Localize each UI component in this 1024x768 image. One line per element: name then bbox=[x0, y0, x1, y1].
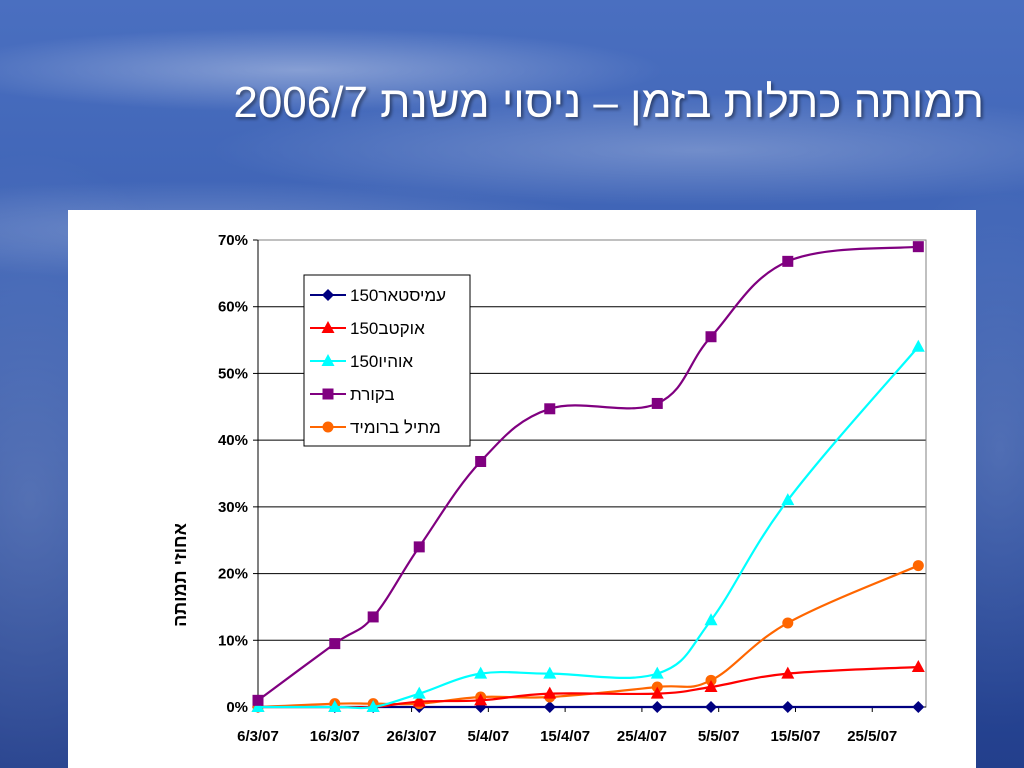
x-tick-label: 15/5/07 bbox=[770, 728, 820, 745]
x-tick-label: 26/3/07 bbox=[387, 728, 437, 745]
data-point bbox=[781, 666, 795, 679]
slide-title: תמותה כתלות בזמן – ניסוי משנת 2006/7 bbox=[233, 78, 984, 127]
y-tick-label: 70% bbox=[218, 232, 248, 249]
chart-panel: 0% 10% 20% 30% 40% 50% 60% 70% 6/3/07 16/3/07 26/… bbox=[68, 210, 976, 768]
data-point bbox=[781, 701, 794, 713]
data-point bbox=[413, 541, 425, 553]
legend-item: בקורת bbox=[310, 385, 395, 404]
data-point bbox=[705, 331, 717, 343]
data-point bbox=[650, 686, 664, 699]
data-point bbox=[651, 701, 664, 713]
y-tick-label: 20% bbox=[218, 566, 248, 583]
legend-item: עמיסטאר150 bbox=[310, 286, 446, 305]
legend-item: אוהיו150 bbox=[310, 352, 413, 371]
x-tick-labels: 6/3/07 16/3/07 26/3/07 5/4/07 15/4/07 25/4/07… bbox=[237, 728, 897, 745]
data-point bbox=[705, 701, 718, 713]
legend-marker bbox=[322, 421, 334, 433]
legend-label: בקורת bbox=[350, 385, 395, 404]
data-point bbox=[474, 666, 488, 679]
data-point bbox=[543, 686, 557, 699]
legend: עמיסטאר150 אוקטב150 אוהיו150 בקורת מתיל ברומ… bbox=[303, 274, 471, 447]
mortality-line-chart: 0% 10% 20% 30% 40% 50% 60% 70% 6/3/07 16/3/07 26/… bbox=[170, 232, 927, 745]
data-point bbox=[782, 617, 794, 629]
data-point bbox=[474, 693, 488, 706]
x-tick-label: 5/4/07 bbox=[467, 728, 509, 745]
series-line bbox=[257, 245, 919, 702]
x-tick-label: 16/3/07 bbox=[310, 728, 360, 745]
data-point bbox=[912, 241, 924, 253]
y-tick-label: 60% bbox=[218, 299, 248, 316]
data-point bbox=[704, 679, 718, 692]
legend-label: מתיל ברומיד bbox=[350, 418, 441, 437]
data-point bbox=[412, 686, 426, 699]
data-point bbox=[251, 700, 265, 712]
data-point bbox=[912, 560, 924, 572]
data-point bbox=[782, 255, 794, 267]
y-tick-label: 0% bbox=[226, 699, 248, 716]
y-tick-label: 40% bbox=[218, 432, 248, 449]
x-tick-label: 6/3/07 bbox=[237, 728, 279, 745]
legend-label: אוקטב150 bbox=[350, 319, 425, 338]
data-point bbox=[475, 455, 487, 467]
data-point bbox=[544, 403, 556, 415]
y-tick-label: 10% bbox=[218, 632, 248, 649]
data-point bbox=[911, 659, 925, 672]
data-point bbox=[543, 666, 557, 679]
legend-marker bbox=[322, 388, 334, 400]
series-5 bbox=[252, 560, 924, 713]
series-line bbox=[257, 564, 919, 709]
legend-label: עמיסטאר150 bbox=[350, 286, 446, 305]
x-tick-label: 15/4/07 bbox=[540, 728, 590, 745]
data-point bbox=[252, 694, 264, 706]
data-point bbox=[650, 666, 664, 679]
data-point bbox=[912, 701, 925, 713]
series-line bbox=[258, 665, 919, 709]
legend-marker bbox=[321, 321, 335, 333]
x-tick-label: 5/5/07 bbox=[698, 728, 740, 745]
data-point bbox=[704, 613, 718, 626]
legend-marker bbox=[321, 354, 335, 366]
data-point bbox=[412, 694, 426, 707]
x-tick-label: 25/5/07 bbox=[847, 728, 897, 745]
y-axis-label: אחוזי תמותה bbox=[170, 523, 190, 627]
data-point bbox=[911, 339, 925, 352]
data-point bbox=[367, 611, 379, 623]
y-tick-label: 30% bbox=[218, 499, 248, 516]
data-point bbox=[328, 700, 342, 712]
data-point bbox=[651, 397, 663, 409]
legend-label: אוהיו150 bbox=[350, 352, 413, 371]
series-lines bbox=[251, 241, 925, 713]
legend-marker bbox=[322, 289, 334, 301]
data-point bbox=[543, 701, 556, 713]
series-3 bbox=[251, 339, 925, 712]
series-4 bbox=[252, 241, 924, 706]
data-point bbox=[366, 700, 380, 712]
legend-item: אוקטב150 bbox=[310, 319, 425, 338]
x-tick-label: 25/4/07 bbox=[617, 728, 667, 745]
y-tick-labels: 0% 10% 20% 30% 40% 50% 60% 70% bbox=[218, 232, 248, 716]
data-point bbox=[781, 493, 795, 506]
legend-item: מתיל ברומיד bbox=[310, 418, 441, 437]
data-point bbox=[329, 638, 341, 650]
y-tick-label: 50% bbox=[218, 365, 248, 382]
